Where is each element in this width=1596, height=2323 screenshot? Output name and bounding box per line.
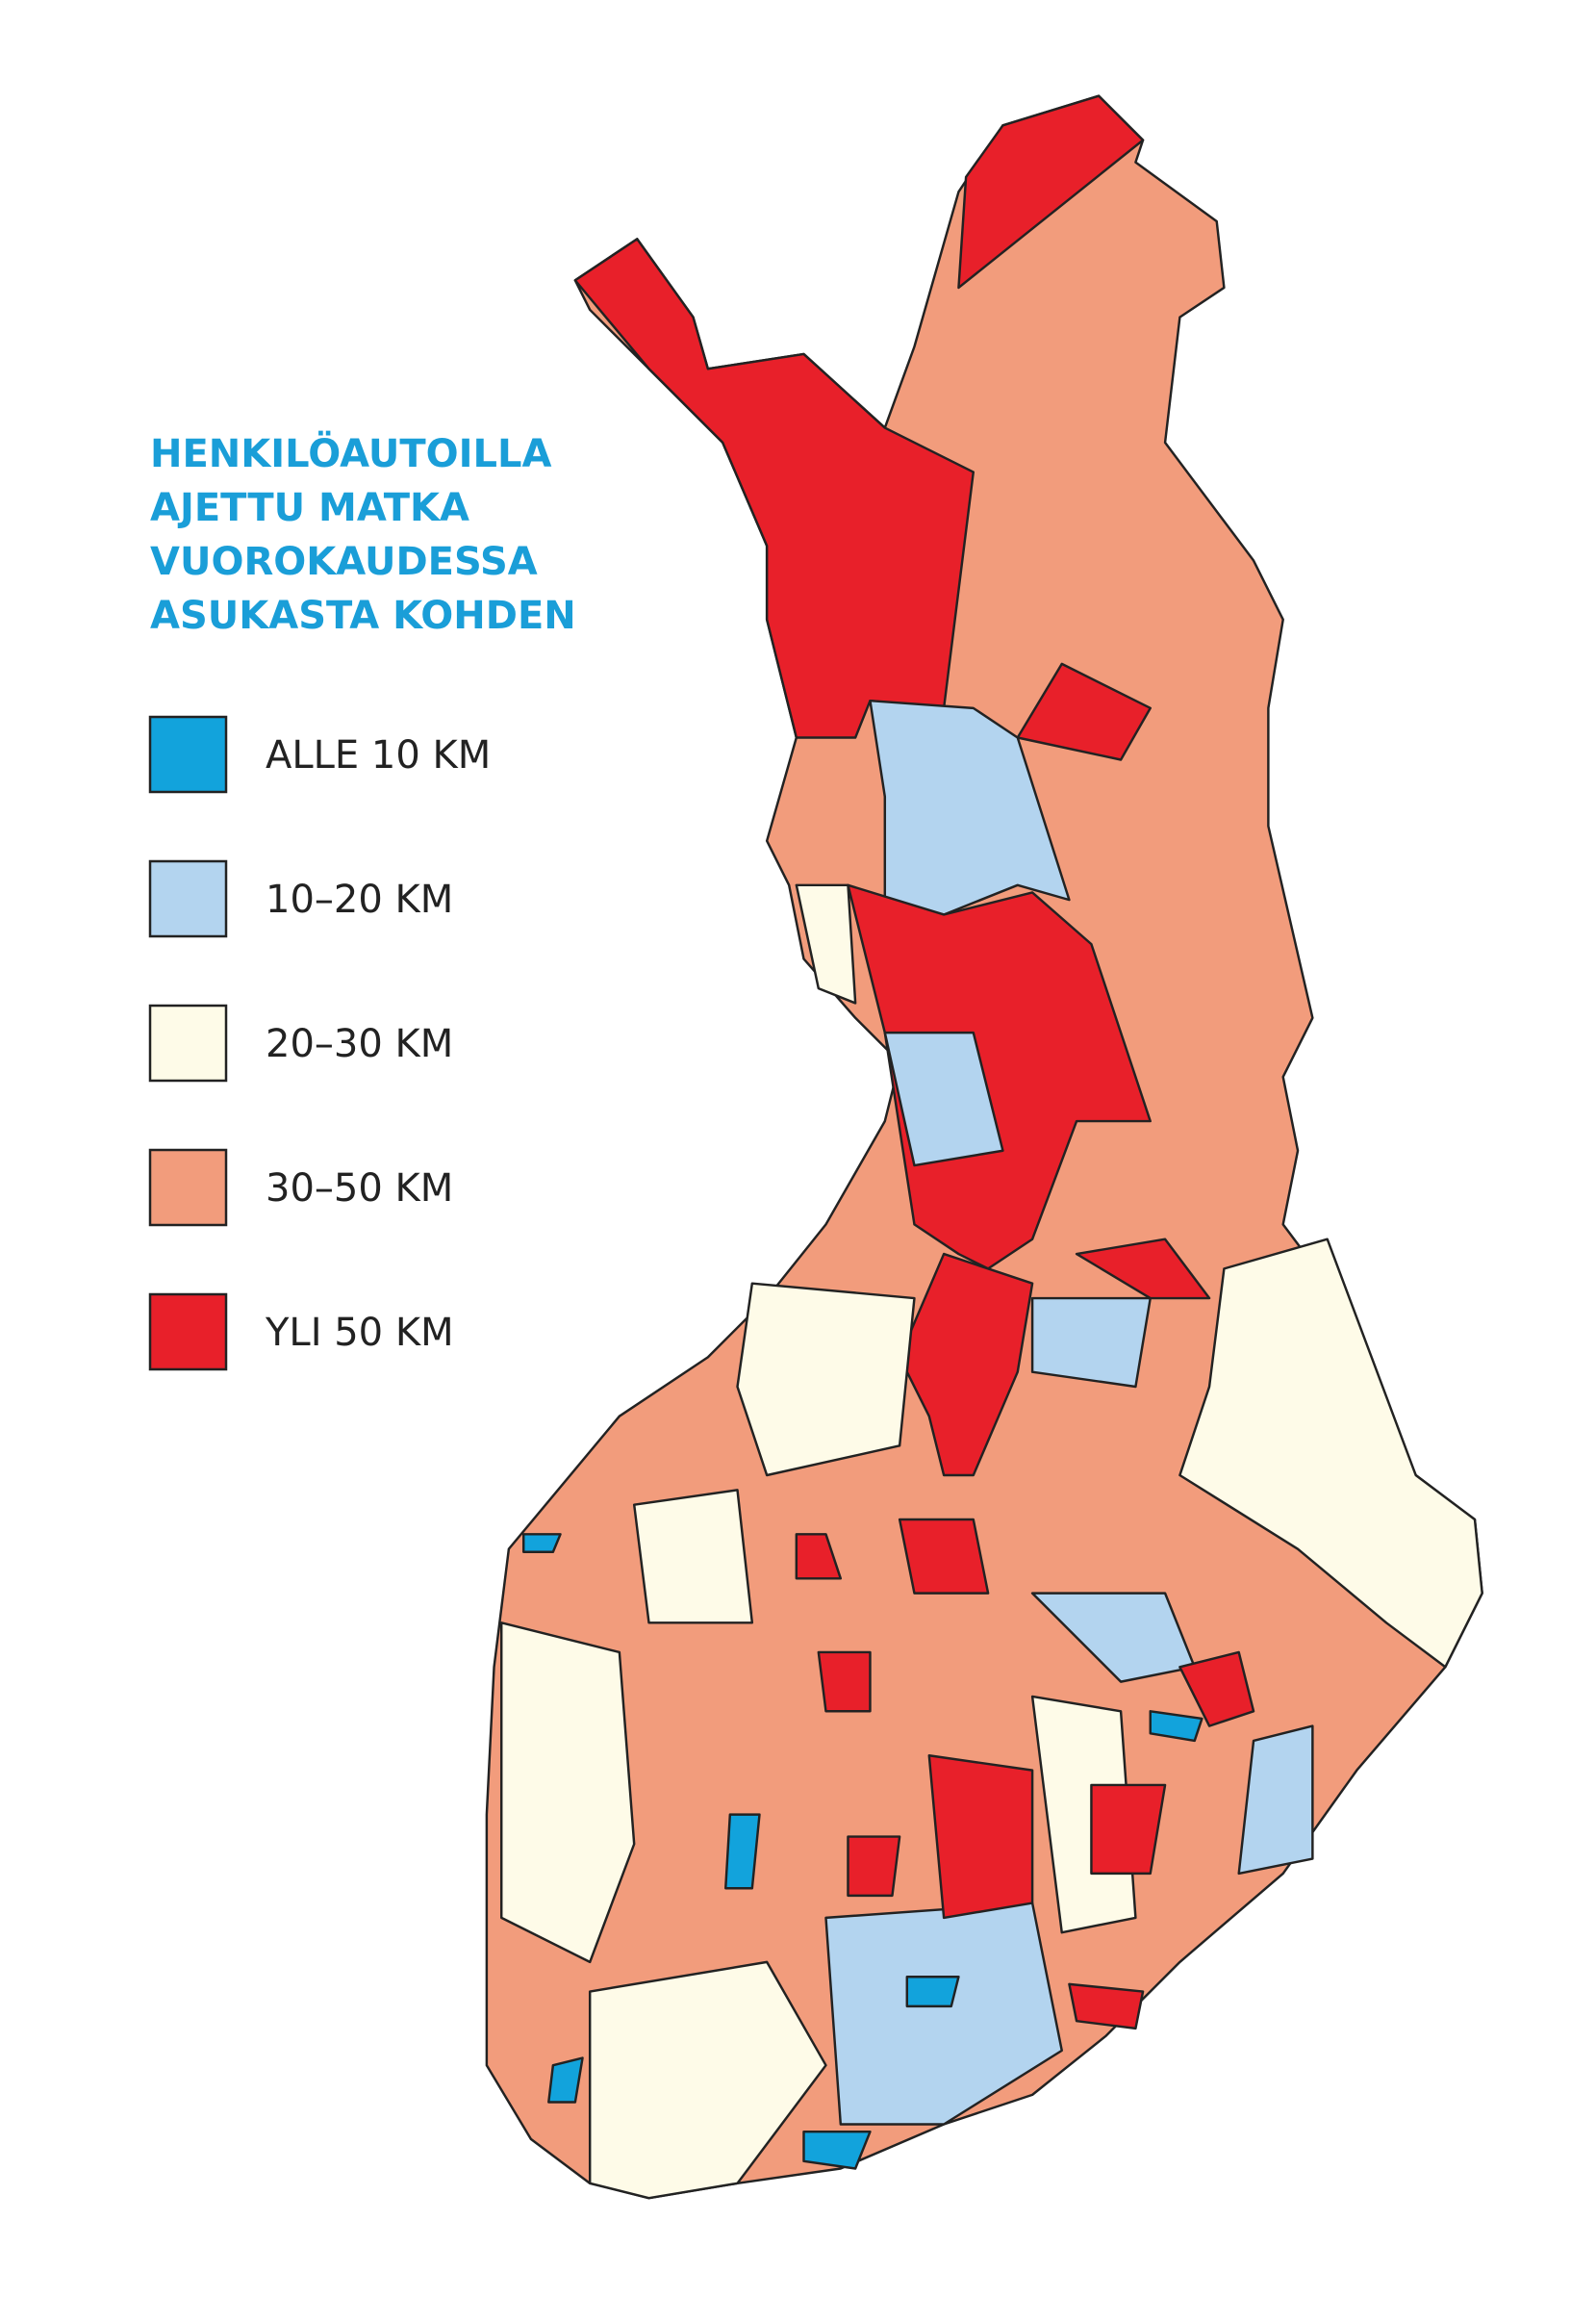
region <box>905 1975 960 2008</box>
region <box>927 1754 1034 1920</box>
region <box>1178 1650 1255 1727</box>
region <box>883 1031 1004 1167</box>
legend-swatch <box>148 1148 228 1227</box>
region <box>802 2130 872 2170</box>
region <box>724 1813 761 1890</box>
region <box>795 1533 843 1580</box>
title-line: VUOROKAUDESSA <box>150 540 538 584</box>
legend-swatch <box>148 1292 228 1371</box>
legend: ALLE 10 KM 10–20 KM 20–30 KM 30–50 KM YLI 50… <box>148 715 491 1371</box>
region <box>1075 1238 1211 1300</box>
title-line: AJETTU MATKA <box>150 486 469 530</box>
region <box>1030 1296 1152 1389</box>
region <box>573 238 975 739</box>
region <box>1016 662 1152 761</box>
region <box>898 1518 990 1595</box>
legend-label: YLI 50 KM <box>265 1311 454 1355</box>
region <box>499 1621 636 1964</box>
region <box>736 1282 916 1477</box>
legend-swatch <box>148 715 228 794</box>
region <box>847 883 1152 1270</box>
region <box>1090 1783 1167 1876</box>
region <box>869 699 1071 916</box>
region <box>547 2056 584 2104</box>
legend-swatch <box>148 1004 228 1083</box>
region <box>847 1835 901 1898</box>
region <box>1068 1982 1145 2030</box>
title-line: HENKILÖAUTOILLA <box>150 430 552 476</box>
region <box>521 1533 562 1553</box>
region <box>1149 1710 1203 1743</box>
region <box>1178 1238 1483 1669</box>
legend-label: 10–20 KM <box>266 878 453 922</box>
legend-label: ALLE 10 KM <box>266 733 491 778</box>
region <box>957 94 1145 290</box>
legend-label: 20–30 KM <box>266 1022 453 1066</box>
region <box>632 1489 754 1624</box>
map <box>485 94 1483 2200</box>
region <box>588 1960 827 2200</box>
title-line: ASUKASTA KOHDEN <box>150 594 576 638</box>
title: HENKILÖAUTOILLA AJETTU MATKA VUOROKAUDESSA… <box>150 430 576 638</box>
region <box>795 883 857 1005</box>
region <box>817 1650 872 1713</box>
legend-label: 30–50 KM <box>266 1166 453 1211</box>
region <box>1237 1724 1314 1876</box>
legend-swatch <box>148 859 228 938</box>
